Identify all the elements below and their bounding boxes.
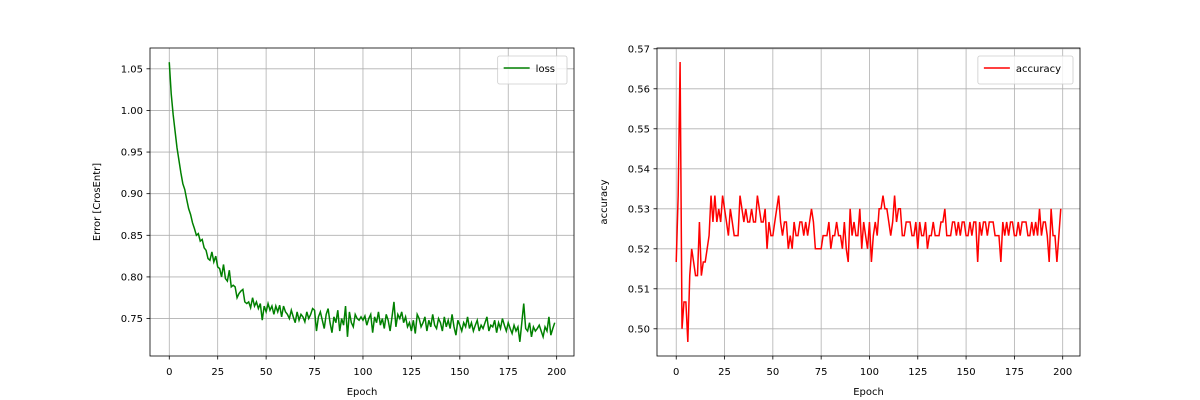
x-axis-label: Epoch (347, 387, 378, 398)
y-tick-label: 0.55 (628, 124, 650, 135)
y-tick-label: 0.50 (628, 324, 650, 335)
x-tick-label: 150 (450, 367, 469, 378)
x-tick-label: 125 (908, 367, 927, 378)
y-tick-label: 0.85 (121, 231, 143, 242)
axes-frame (656, 47, 1081, 357)
x-tick-label: 200 (547, 367, 566, 378)
y-tick-label: 0.75 (121, 314, 143, 325)
y-tick-label: 0.52 (628, 244, 650, 255)
x-tick-label: 0 (673, 367, 679, 378)
y-tick-label: 0.90 (121, 189, 143, 200)
legend-box (497, 55, 568, 85)
legend: loss (497, 55, 568, 85)
y-tick-label: 0.56 (628, 84, 650, 95)
x-tick-label: 50 (260, 367, 273, 378)
x-tick-label: 100 (353, 367, 372, 378)
y-tick-label: 0.51 (628, 284, 650, 295)
y-tick-label: 0.57 (628, 44, 650, 55)
y-tick-label: 1.00 (121, 106, 143, 117)
y-axis-label: Error [CrosEntr] (92, 163, 103, 241)
x-tick-label: 75 (308, 367, 321, 378)
x-tick-label: 200 (1053, 367, 1072, 378)
y-tick-label: 0.54 (628, 164, 650, 175)
x-tick-label: 175 (499, 367, 518, 378)
x-tick-label: 25 (211, 367, 224, 378)
y-tick-label: 1.05 (121, 64, 143, 75)
x-tick-label: 125 (402, 367, 421, 378)
x-tick-label: 150 (957, 367, 976, 378)
y-tick-label: 0.95 (121, 148, 143, 159)
legend: accuracy (977, 55, 1074, 85)
x-tick-label: 0 (166, 367, 172, 378)
axes-frame (149, 47, 575, 357)
y-tick-label: 0.80 (121, 272, 143, 283)
y-tick-label: 0.53 (628, 204, 650, 215)
x-tick-label: 100 (860, 367, 879, 378)
y-axis-label: accuracy (599, 179, 610, 224)
legend-label: accuracy (1016, 64, 1061, 75)
x-tick-label: 75 (815, 367, 828, 378)
data-line (675, 61, 1062, 343)
data-line (168, 62, 556, 342)
x-tick-label: 50 (766, 367, 779, 378)
legend-box (977, 55, 1074, 85)
x-tick-label: 175 (1005, 367, 1024, 378)
x-tick-label: 25 (718, 367, 731, 378)
legend-label: loss (536, 64, 555, 75)
x-axis-label: Epoch (853, 387, 884, 398)
